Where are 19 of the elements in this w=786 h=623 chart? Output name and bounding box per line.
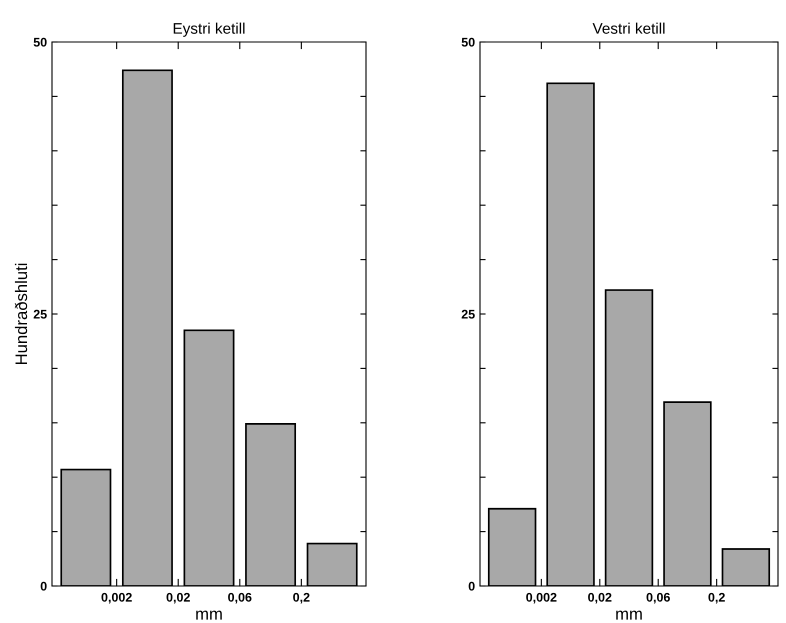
y-axis-title: Hundraðshluti (14, 264, 28, 364)
y-tick-label: 0 (468, 582, 475, 591)
text: 0,2 (708, 592, 725, 604)
text: 0,02 (588, 592, 612, 604)
text: 0,2 (293, 592, 310, 604)
y-tick-label: 25 (462, 310, 475, 319)
x-axis-title: mm (616, 610, 642, 620)
text: 0,06 (646, 592, 670, 604)
y-tick-label: 50 (462, 38, 475, 47)
chart-title: Eystri ketill (174, 22, 244, 37)
text: 0,02 (166, 592, 190, 604)
y-tick-label: 25 (34, 310, 47, 319)
text: 0,06 (228, 592, 252, 604)
text: 0,002 (526, 592, 556, 604)
x-axis-title: mm (196, 610, 222, 620)
y-tick-label: 0 (40, 582, 47, 591)
chart-title: Vestri ketill (592, 22, 664, 34)
text: 0,002 (102, 592, 132, 604)
y-tick-label: 50 (34, 38, 47, 47)
